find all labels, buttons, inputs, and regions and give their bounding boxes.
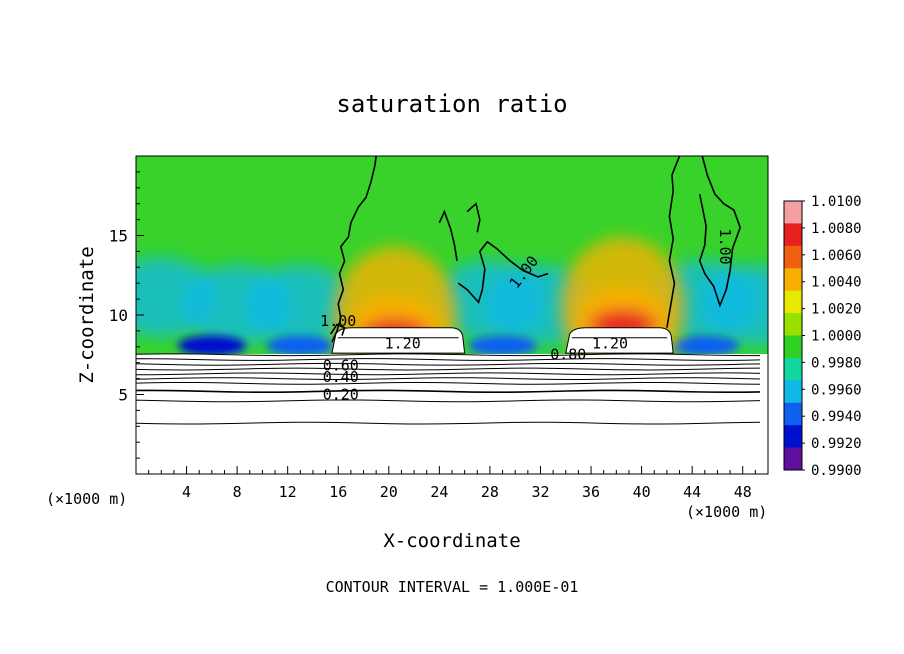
- contour-label: 0.40: [323, 368, 359, 386]
- colorbar-label: 0.9900: [811, 463, 862, 479]
- x-tick-label: 40: [633, 483, 651, 501]
- x-tick-label: 48: [734, 483, 752, 501]
- colorbar-swatch: [784, 380, 802, 404]
- contour-1-00-right: [666, 156, 681, 328]
- low-region-1: [266, 335, 335, 356]
- contour-label: 1.20: [385, 334, 421, 352]
- colorbar-label: 0.9980: [811, 355, 862, 371]
- colorbar-swatch: [784, 335, 802, 359]
- chart-title: saturation ratio: [336, 90, 567, 118]
- colorbar-label: 0.9960: [811, 382, 862, 398]
- colorbar-swatch: [784, 223, 802, 247]
- contour-line-low-0: [136, 353, 761, 357]
- y-tick-label: 10: [109, 306, 128, 325]
- colorbar-label: 1.0020: [811, 302, 862, 318]
- x-axis-label: X-coordinate: [383, 530, 520, 552]
- contour-label: 0.80: [550, 346, 586, 364]
- colorbar-swatch: [784, 245, 802, 269]
- x-tick-label: 32: [531, 483, 549, 501]
- colorbar-label: 1.0000: [811, 329, 862, 345]
- contour-line-low-2: [136, 362, 761, 366]
- colorbar-label: 1.0060: [811, 248, 862, 264]
- x-tick-label: 44: [683, 483, 701, 501]
- contour-line-low-4: [136, 372, 761, 376]
- saturated-cap-0: [331, 327, 466, 354]
- colorbar-swatch: [784, 290, 802, 314]
- y-tick-label: 5: [118, 386, 128, 405]
- colorbar-swatch: [784, 425, 802, 449]
- colorbar-swatch: [784, 357, 802, 381]
- x-tick-label: 28: [481, 483, 499, 501]
- contour-line-low-1: [136, 358, 761, 361]
- colorbar-swatch: [784, 201, 802, 224]
- contour-1-00-left: [331, 156, 377, 343]
- x-tick-label: 20: [380, 483, 398, 501]
- y-axis-label: Z-coordinate: [76, 246, 98, 383]
- saturated-cap-1: [565, 327, 674, 354]
- colorbar: 1.0100 1.0080 1.0060 1.0040 1.0020 1.0000 0.99…: [783, 194, 862, 479]
- x-unit-left: (×1000 m): [46, 490, 127, 508]
- contour-lines: [136, 156, 761, 425]
- colorbar-label: 1.0080: [811, 221, 862, 237]
- contour-1-00-far-right: [698, 156, 742, 308]
- colorbar-swatch: [784, 447, 802, 471]
- cyan-patch-6: [700, 265, 768, 346]
- x-tick-label: 36: [582, 483, 600, 501]
- y-axis: 5 10 15: [109, 171, 144, 459]
- plot-area: [136, 156, 768, 474]
- low-regions: [177, 335, 739, 356]
- colorbar-label: 0.9940: [811, 409, 862, 425]
- contour-line-low-6: [136, 381, 761, 385]
- x-unit-right: (×1000 m): [686, 503, 767, 521]
- x-tick-label: 8: [233, 483, 242, 501]
- contour-1-00-filament-b: [466, 202, 481, 233]
- contour-label: 0.60: [323, 357, 359, 375]
- contour-line-low-3: [136, 367, 761, 371]
- y-tick-label: 15: [109, 227, 128, 246]
- colorbar-swatch: [784, 402, 802, 426]
- subsaturated-lower-region: [136, 354, 768, 474]
- low-region-0: [177, 335, 246, 356]
- cyan-patch-2: [245, 265, 356, 346]
- x-tick-label: 4: [182, 483, 191, 501]
- contour-line-low-8: [136, 399, 761, 403]
- contour-interval-note: CONTOUR INTERVAL = 1.000E-01: [326, 578, 579, 596]
- contour-line-low-7: [136, 389, 761, 394]
- contour-line-low-9: [136, 421, 761, 425]
- contour-label: 0.20: [323, 385, 359, 403]
- colorbar-label: 0.9920: [811, 436, 862, 452]
- x-tick-label: 16: [329, 483, 347, 501]
- colorbar-label: 1.0040: [811, 275, 862, 291]
- colorbar-swatch: [784, 313, 802, 336]
- contour-1-00-filament-a: [438, 209, 458, 262]
- saturated-caps: [331, 327, 674, 354]
- x-tick-label: 24: [430, 483, 448, 501]
- x-axis: 4 8 12 16 20 24 28 32 36 40 44 48: [148, 466, 756, 501]
- contour-labels: 1.20 1.200.800.600.400.201.001.001.00: [320, 229, 734, 404]
- colorbar-swatch: [784, 268, 802, 292]
- contour-1-00-middle: [457, 240, 549, 304]
- contour-label: 1.00: [716, 229, 734, 265]
- x-tick-label: 12: [279, 483, 297, 501]
- low-region-3: [670, 335, 739, 356]
- contour-label: 1.00: [320, 312, 356, 330]
- contour-label: 1.20: [592, 334, 628, 352]
- colorbar-label: 1.0100: [811, 194, 862, 210]
- low-region-2: [468, 335, 537, 356]
- contour-1-00-loop: [329, 323, 346, 336]
- contour-line-low-5: [136, 377, 761, 380]
